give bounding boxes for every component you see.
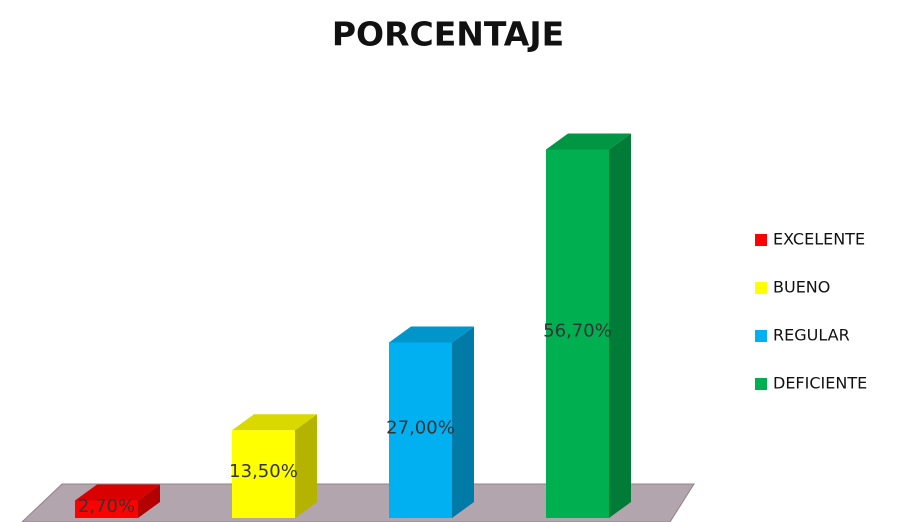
legend-label: BUENO [773,278,830,297]
bar [232,430,295,518]
legend-swatch [755,234,767,246]
bar-side [609,133,631,518]
bar-top [75,484,160,501]
bar-top [389,326,474,343]
legend-swatch [755,330,767,342]
bar [75,500,138,518]
legend-label: REGULAR [773,326,850,345]
legend-label: EXCELENTE [773,230,865,249]
bar-side [138,484,160,518]
bar-top [232,414,317,431]
bar-side [452,326,474,518]
legend-swatch [755,378,767,390]
legend-swatch [755,282,767,294]
value-label: 56,70% [543,321,612,342]
bar-top [546,133,631,150]
legend-label: DEFICIENTE [773,374,867,393]
bar [546,149,609,518]
value-label: 2,70% [78,496,135,517]
bar-side [295,414,317,518]
floor [21,483,695,522]
value-label: 13,50% [229,461,298,482]
value-label: 27,00% [386,417,455,438]
bar [389,342,452,518]
chart-title: PORCENTAJE [332,15,564,54]
